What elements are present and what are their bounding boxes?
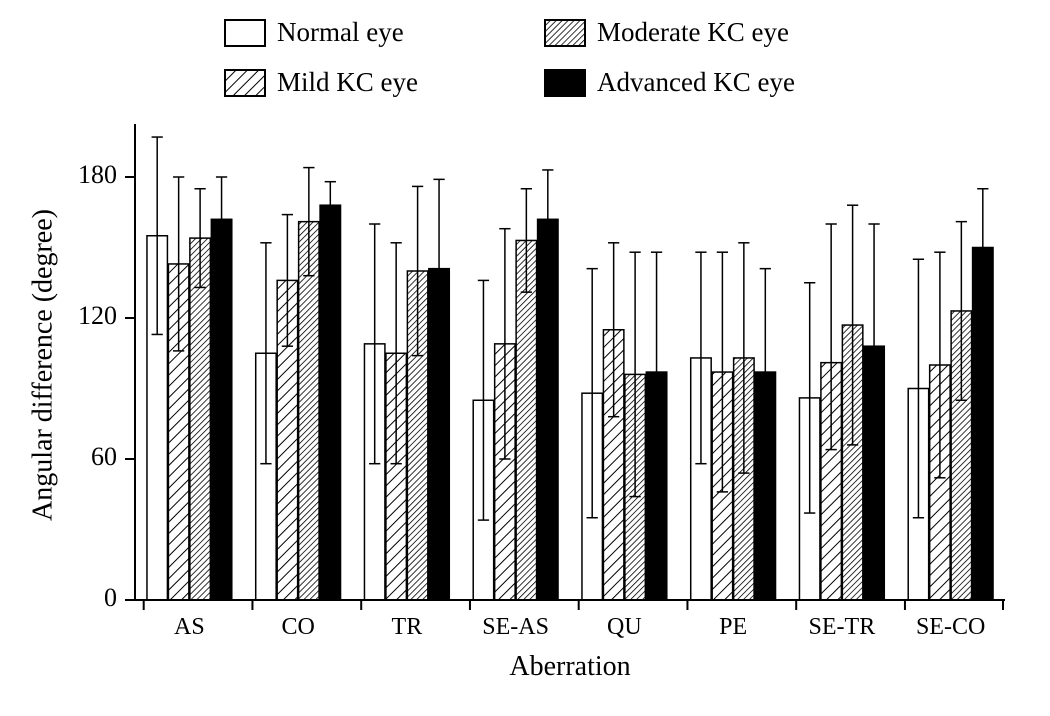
bar xyxy=(538,219,558,600)
x-tick-label: AS xyxy=(174,614,205,640)
legend-swatch xyxy=(225,70,265,96)
bar xyxy=(299,222,319,600)
x-tick-label: SE-AS xyxy=(482,614,549,640)
x-tick-label: SE-TR xyxy=(809,614,876,640)
y-tick-label: 180 xyxy=(78,160,117,189)
y-tick-label: 0 xyxy=(104,583,117,612)
y-axis-label: Angular difference (degree) xyxy=(27,209,58,521)
x-tick-label: CO xyxy=(281,614,314,640)
bar xyxy=(320,205,340,600)
x-tick-label: QU xyxy=(607,614,642,640)
x-tick-label: TR xyxy=(392,614,423,640)
x-axis-label: Aberration xyxy=(509,651,630,682)
y-tick-label: 120 xyxy=(78,301,117,330)
legend-label: Mild KC eye xyxy=(277,67,418,97)
bar xyxy=(211,219,231,600)
bar-chart: 0 60 120 180 Angular difference (degree) AS CO… xyxy=(0,0,1050,716)
chart-container: 0 60 120 180 Angular difference (degree) AS CO… xyxy=(0,0,1050,716)
legend-label: Normal eye xyxy=(277,17,404,47)
x-tick-label: PE xyxy=(719,614,747,640)
legend-swatch xyxy=(225,20,265,46)
y-tick-label: 60 xyxy=(91,442,117,471)
legend-swatch xyxy=(545,70,585,96)
legend-swatch xyxy=(545,20,585,46)
bar xyxy=(516,240,536,600)
bar xyxy=(190,238,210,600)
x-tick-label: SE-CO xyxy=(916,614,985,640)
legend-label: Moderate KC eye xyxy=(597,17,789,47)
legend-label: Advanced KC eye xyxy=(597,67,795,97)
